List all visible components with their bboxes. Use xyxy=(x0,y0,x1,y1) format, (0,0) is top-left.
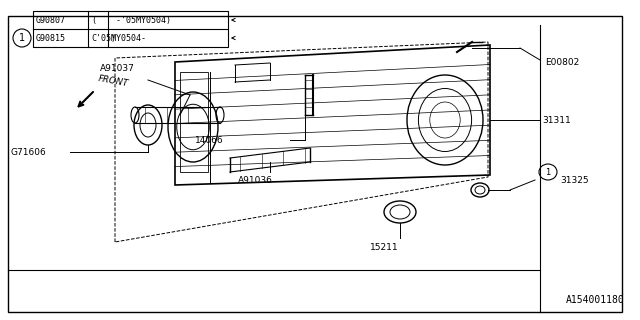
Text: G71606: G71606 xyxy=(10,148,45,156)
Text: (: ( xyxy=(91,15,96,25)
Text: A91036: A91036 xyxy=(238,175,273,185)
Text: G90807: G90807 xyxy=(36,15,66,25)
Text: 31311: 31311 xyxy=(542,116,571,124)
Text: 1: 1 xyxy=(19,33,25,43)
Text: ): ) xyxy=(111,34,116,43)
Text: E00802: E00802 xyxy=(545,58,579,67)
Text: A91037: A91037 xyxy=(100,63,135,73)
Text: G90815: G90815 xyxy=(36,34,66,43)
Text: FRONT: FRONT xyxy=(97,74,129,88)
Text: C'05MY0504-: C'05MY0504- xyxy=(91,34,146,43)
Text: -'05MY0504): -'05MY0504) xyxy=(111,15,171,25)
Text: 15211: 15211 xyxy=(370,244,399,252)
Text: A154001180: A154001180 xyxy=(566,295,625,305)
Bar xyxy=(33,11,228,47)
Text: 31325: 31325 xyxy=(560,175,589,185)
Text: 14066: 14066 xyxy=(195,135,223,145)
Text: 1: 1 xyxy=(545,167,550,177)
